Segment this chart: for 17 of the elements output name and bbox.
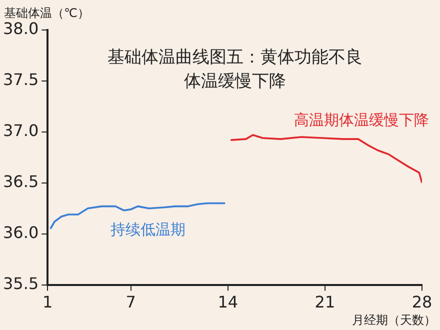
y-tick-label: 38.0 [3,19,39,38]
annotation: 持续低温期 [110,220,186,239]
y-axis-title: 基础体温（℃） [4,6,90,20]
x-tick-label: 28 [412,292,432,312]
x-tick-label: 1 [42,292,53,312]
y-tick-label: 36.5 [3,172,39,192]
y-tick-label: 35.5 [3,274,39,293]
text: 基础体温曲线图五：黄体功能不良 [107,47,362,68]
x-tick-label: 7 [126,292,136,312]
x-axis-title: 月经期（天数） [352,313,436,328]
x-tick-label: 14 [218,292,238,312]
x-tick-label: 21 [314,292,336,312]
annotation: 高温期体温缓慢下降 [294,110,429,129]
y-tick-label: 37.5 [3,70,39,90]
text: 体温缓慢下降 [184,71,286,92]
y-tick-label: 36.0 [3,222,39,242]
y-tick-label: 37.0 [3,121,39,140]
